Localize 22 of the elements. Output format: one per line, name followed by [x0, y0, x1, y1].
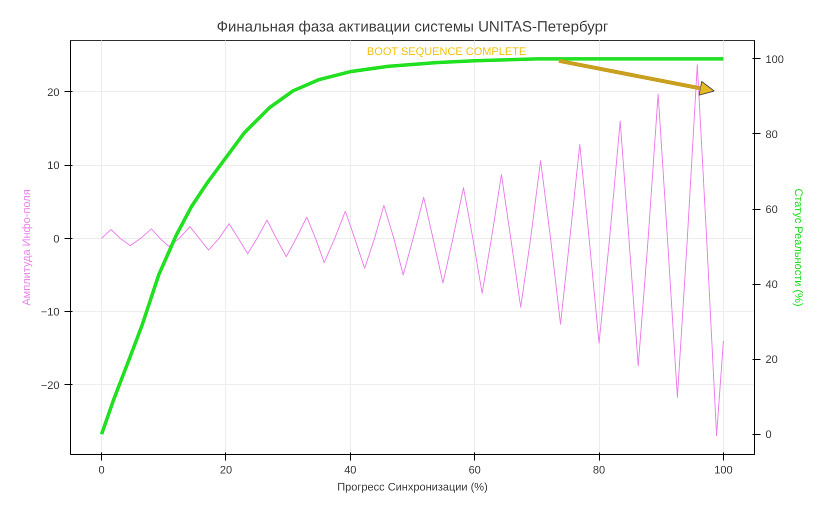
x-tick-label: 100: [714, 464, 733, 476]
y-axis-title: Амплитуда Инфо-поля: [20, 189, 33, 306]
x-axis-title: Прогресс Синхронизации (%): [337, 482, 488, 494]
x-tick-label: 0: [98, 464, 105, 476]
y2-tick-label: 20: [766, 354, 778, 366]
y2-tick-label: 60: [766, 204, 778, 216]
x-tick-label: 40: [344, 464, 356, 476]
y2-tick-label: 40: [766, 279, 778, 292]
y2-tick-label: 80: [766, 128, 778, 141]
chart-title: Финальная фаза активации системы UNITAS-Петербург: [216, 18, 609, 36]
y-tick-label: 0: [53, 233, 60, 246]
y2-axis-title: Статус Реальности (%): [792, 188, 804, 307]
annotation: BOOT SEQUENCE COMPLETE: [366, 46, 526, 58]
y-tick-label: 20: [47, 86, 60, 99]
x-tick-label: 20: [220, 464, 232, 476]
y2-tick-label: 0: [766, 429, 772, 442]
y-tick-label: 10: [47, 160, 60, 172]
y2-tick-label: 100: [766, 54, 784, 66]
x-tick-label: 80: [592, 464, 606, 476]
x-tick-label: 60: [468, 464, 481, 476]
y-tick-label: −10: [40, 306, 60, 319]
y-tick-label: −20: [40, 380, 60, 392]
